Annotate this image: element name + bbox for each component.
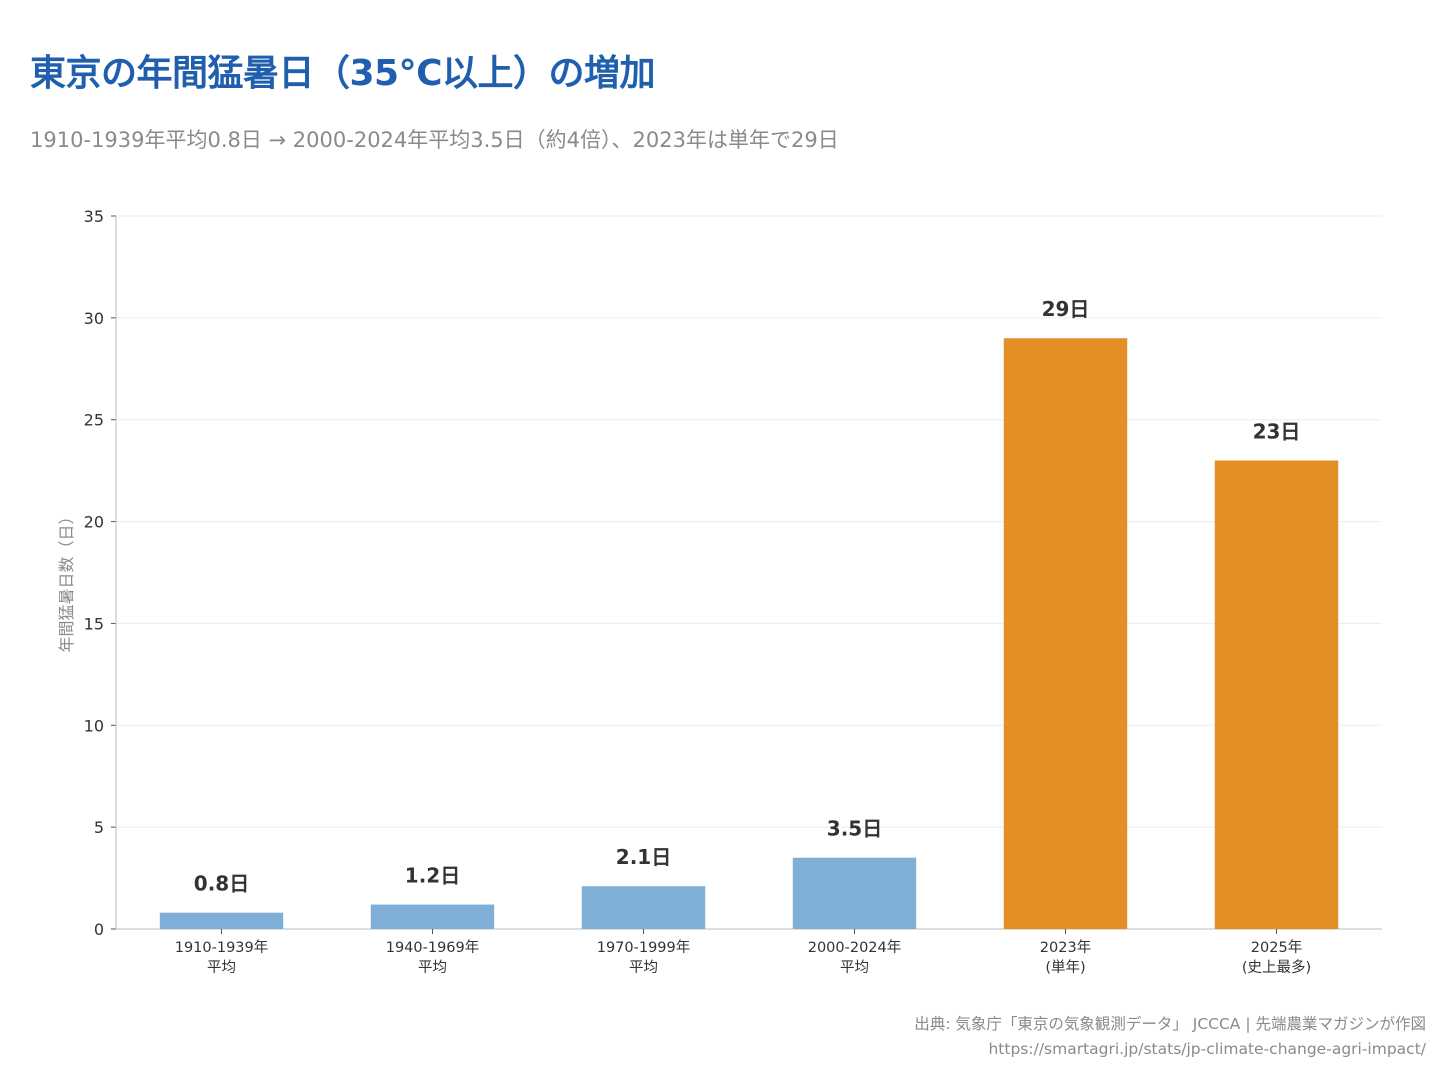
bar-5 <box>1003 338 1128 929</box>
y-tick-label: 15 <box>84 614 104 633</box>
chart-subtitle: 1910-1939年平均0.8日 → 2000-2024年平均3.5日（約4倍）… <box>30 128 839 152</box>
y-tick-label: 0 <box>94 920 104 939</box>
bar-3 <box>581 886 706 929</box>
bar-6 <box>1214 460 1339 929</box>
bar-4 <box>792 857 917 929</box>
y-tick-label: 5 <box>94 818 104 837</box>
footer: 出典: 気象庁「東京の気象観測データ」 JCCCA | 先端農業マガジンが作図 … <box>914 1012 1426 1062</box>
data-label: 2.1日 <box>616 845 671 869</box>
x-tick-label: (単年) <box>1045 959 1085 976</box>
x-tick-label: 平均 <box>840 959 869 976</box>
data-label: 1.2日 <box>405 864 460 888</box>
bar-2 <box>370 904 495 929</box>
x-tick-label: 1940-1969年 <box>386 939 480 956</box>
chart-title: 東京の年間猛暑日（35°C以上）の増加 <box>30 53 656 94</box>
data-label: 29日 <box>1042 297 1090 321</box>
y-tick-label: 20 <box>84 513 104 532</box>
y-tick-label: 35 <box>84 207 104 226</box>
x-tick-label: 1910-1939年 <box>175 939 269 956</box>
x-tick-label: 平均 <box>418 959 447 976</box>
bar-1 <box>159 912 284 929</box>
source-credit: 出典: 気象庁「東京の気象観測データ」 JCCCA | 先端農業マガジンが作図 <box>914 1015 1426 1033</box>
x-tick-label: 2025年 <box>1251 939 1302 956</box>
data-label: 3.5日 <box>827 817 882 841</box>
y-tick-label: 30 <box>84 309 104 328</box>
x-tick-label: 平均 <box>629 959 658 976</box>
y-tick-label: 25 <box>84 411 104 430</box>
x-tick-label: 1970-1999年 <box>597 939 691 956</box>
x-tick-label: 2000-2024年 <box>808 939 902 956</box>
y-axis-label: 年間猛暑日数（日） <box>57 508 76 652</box>
y-tick-label: 10 <box>84 716 104 735</box>
x-tick-label: 平均 <box>207 959 236 976</box>
data-label: 23日 <box>1253 419 1301 443</box>
source-url: https://smartagri.jp/stats/jp-climate-ch… <box>988 1040 1426 1058</box>
x-tick-label: 2023年 <box>1040 939 1091 956</box>
data-label: 0.8日 <box>194 872 249 896</box>
x-tick-label: (史上最多) <box>1242 959 1311 976</box>
